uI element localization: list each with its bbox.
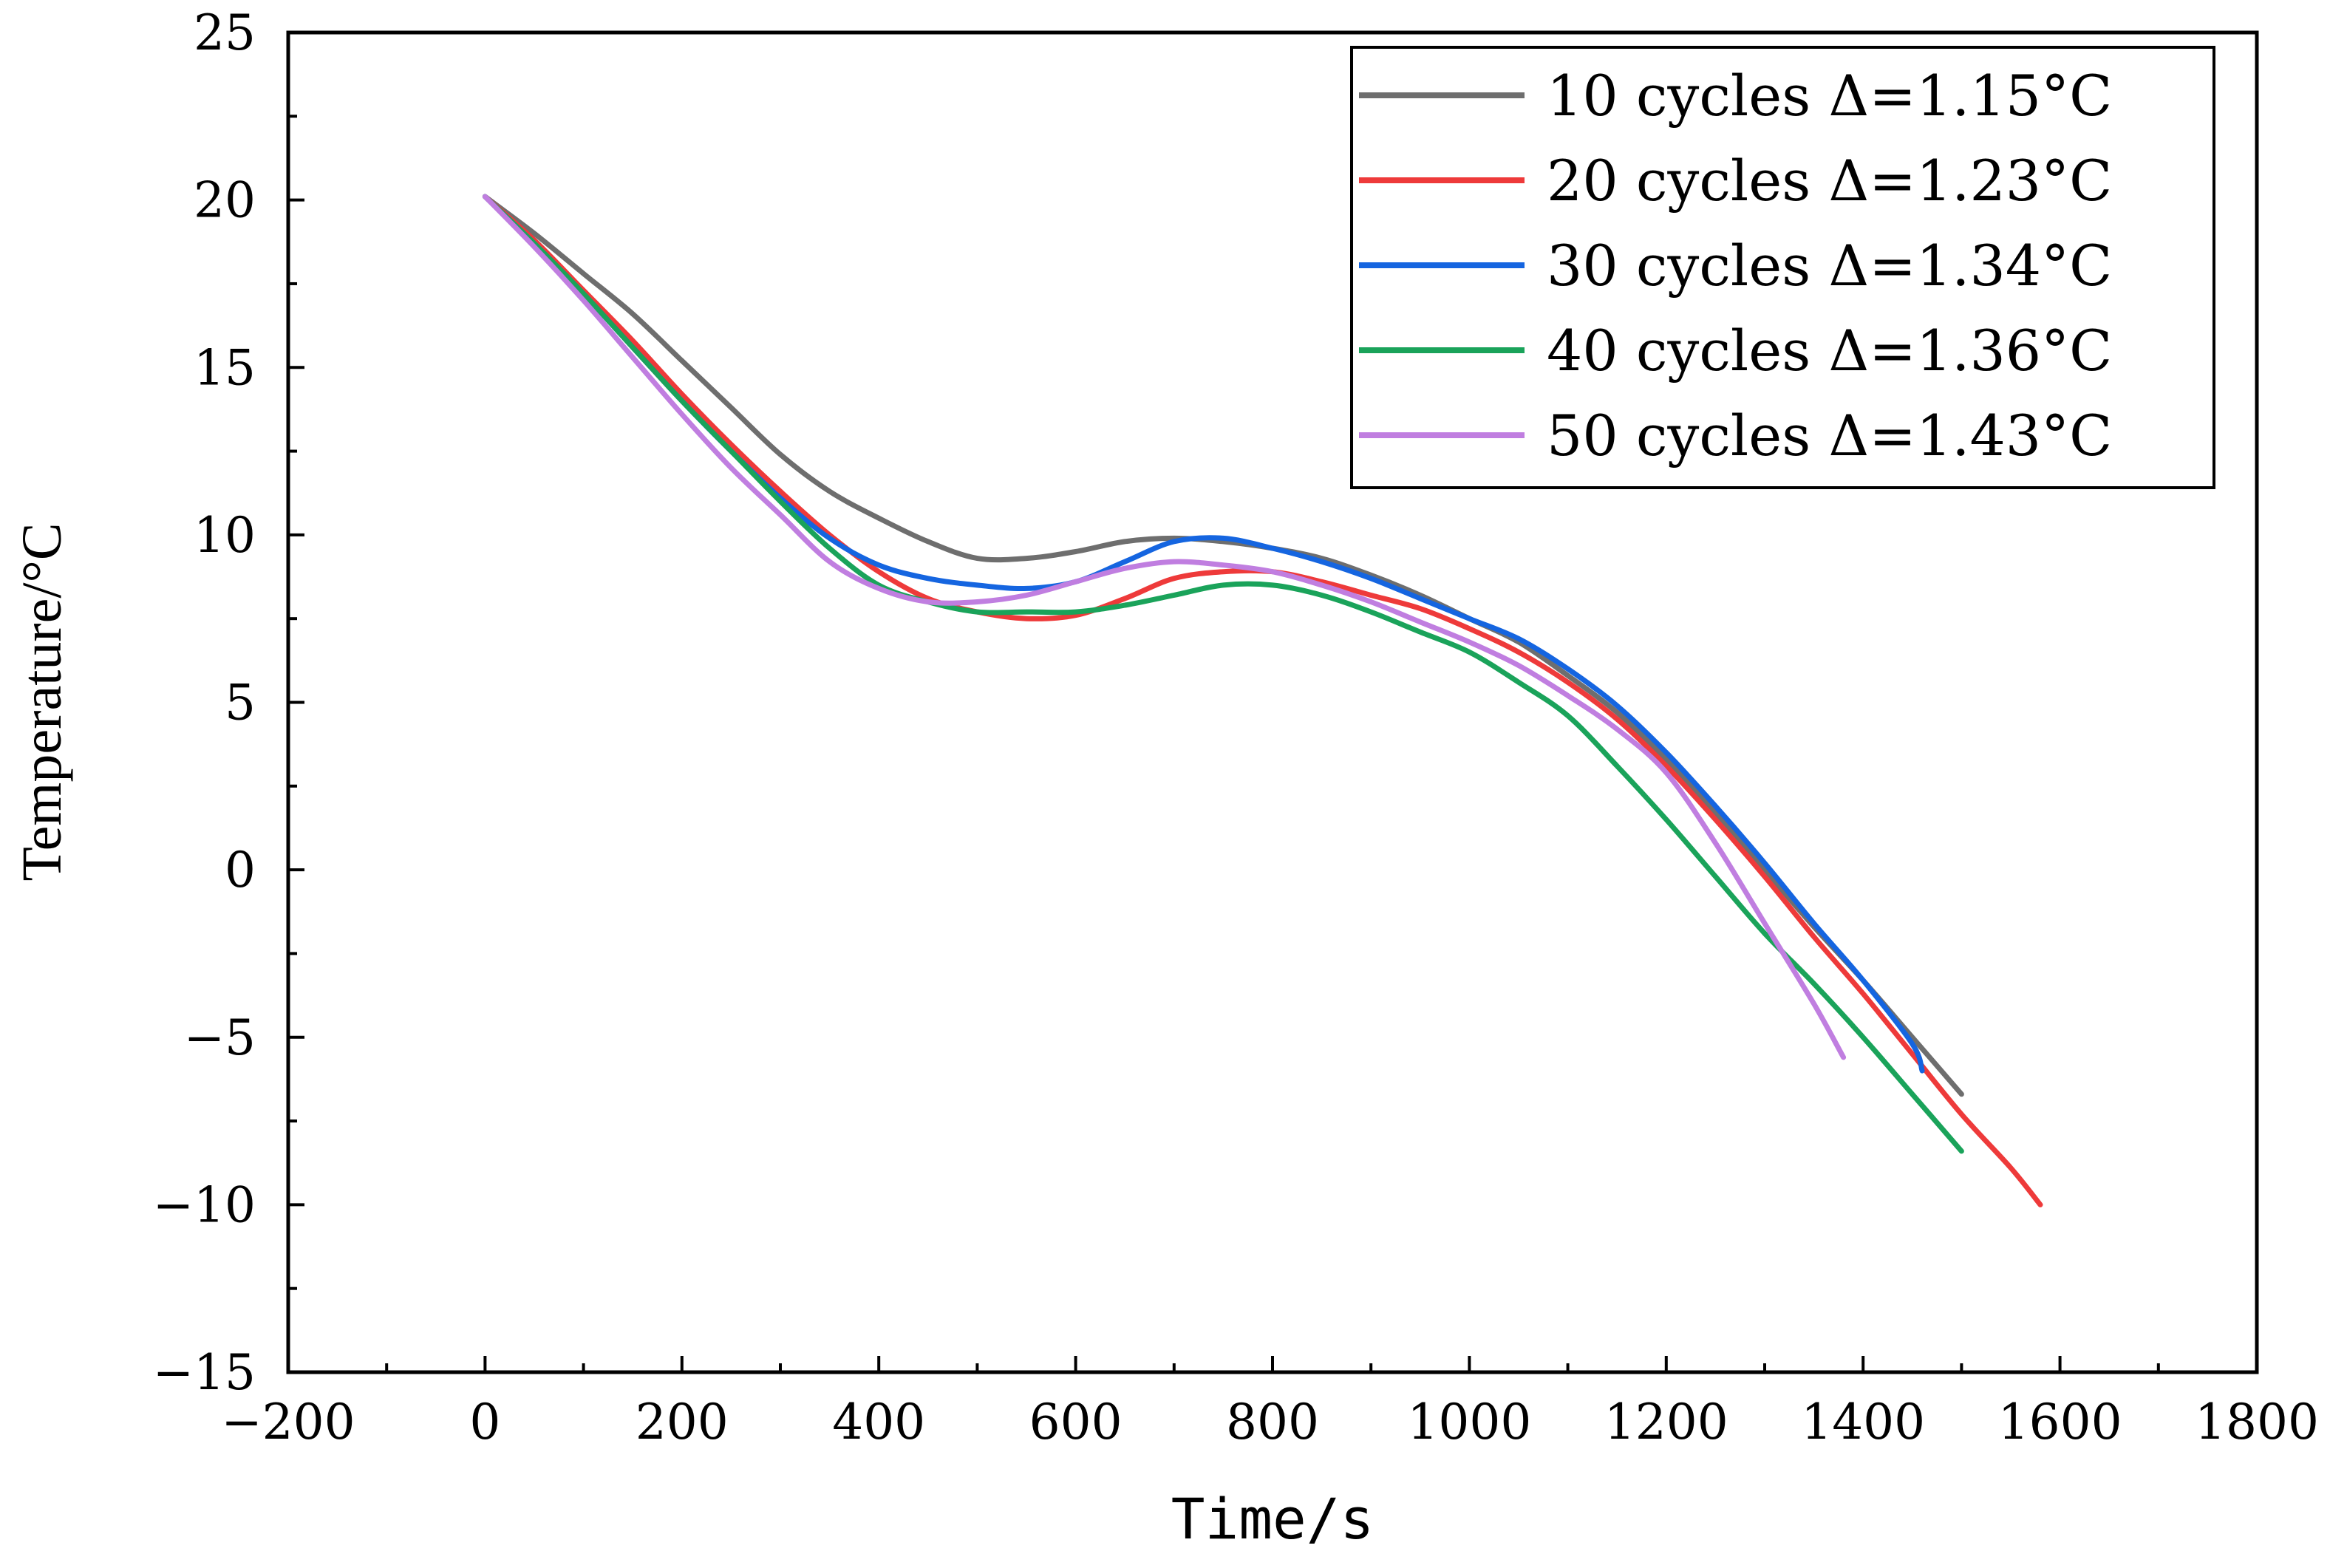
y-tick-label: −10	[153, 1176, 256, 1233]
x-tick-label: 1800	[2195, 1394, 2319, 1451]
series-layer	[482, 194, 2043, 1207]
axes-layer: −200 0 200 400 600 800 1000 1200 1400 1600 1800−15…	[153, 4, 2319, 1451]
x-tick-label: 800	[1226, 1394, 1319, 1451]
y-tick-label: −5	[184, 1009, 256, 1066]
y-tick-label: 5	[225, 675, 256, 732]
legend-label-5: 50 cycles Δ=1.43°C	[1547, 403, 2112, 468]
series-line-1	[482, 194, 1964, 1097]
legend-label-1: 10 cycles Δ=1.15°C	[1547, 63, 2112, 129]
series-line-4	[482, 194, 1964, 1154]
y-tick-label: 15	[194, 339, 256, 396]
x-tick-label: 1600	[1998, 1394, 2122, 1451]
x-tick-label: 1200	[1604, 1394, 1728, 1451]
x-tick-label: 1400	[1801, 1394, 1925, 1451]
legend-label-2: 20 cycles Δ=1.23°C	[1547, 148, 2112, 214]
y-axis-label: Temperature/°C	[11, 522, 73, 881]
legend: 10 cycles Δ=1.15°C 20 cycles Δ=1.23°C 30 c…	[1350, 46, 2215, 489]
legend-label-4: 40 cycles Δ=1.36°C	[1547, 318, 2112, 384]
y-tick-label: −15	[153, 1344, 256, 1401]
x-tick-label: 400	[832, 1394, 925, 1451]
x-tick-label: −200	[221, 1394, 355, 1451]
legend-label-3: 30 cycles Δ=1.34°C	[1547, 233, 2112, 299]
series-line-5	[482, 194, 1847, 1060]
y-tick-label: 0	[225, 842, 256, 899]
x-tick-label: 0	[469, 1394, 500, 1451]
legend-items: 10 cycles Δ=1.15°C 20 cycles Δ=1.23°C 30 c…	[1359, 63, 2112, 468]
x-axis-label: Time/s	[1171, 1486, 1375, 1552]
y-tick-label: 25	[194, 4, 256, 61]
y-tick-label: 20	[194, 172, 256, 229]
x-tick-label: 200	[636, 1394, 729, 1451]
y-tick-label: 10	[194, 507, 256, 564]
x-tick-label: 1000	[1407, 1394, 1531, 1451]
x-tick-label: 600	[1029, 1394, 1123, 1451]
